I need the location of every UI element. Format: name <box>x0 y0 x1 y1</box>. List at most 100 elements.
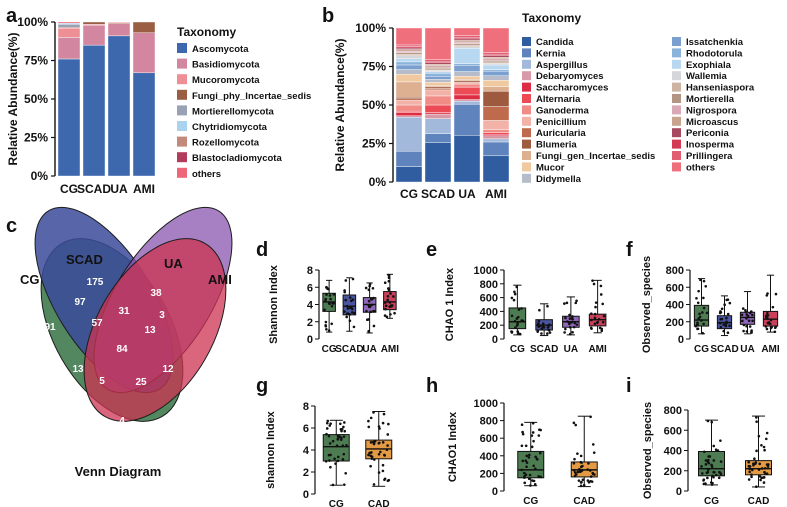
y-tick-label-f: 200 <box>666 317 684 329</box>
data-point-d <box>388 301 392 304</box>
y-tick-label-i: 200 <box>664 466 682 478</box>
data-point-i <box>702 450 706 454</box>
bar-segment-b-CG <box>395 47 423 50</box>
data-point-d <box>351 311 354 314</box>
data-point-d <box>325 285 328 289</box>
data-point-h <box>521 432 525 436</box>
data-point-f <box>741 319 744 323</box>
data-point-h <box>580 480 583 484</box>
data-point-f <box>745 330 749 333</box>
data-point-d <box>367 329 370 333</box>
legend-label-a: Rozellomycota <box>192 138 260 149</box>
x-tick-label-i: CG <box>704 496 719 507</box>
bar-segment-b-CG <box>395 64 423 70</box>
data-point-d <box>344 298 347 302</box>
data-point-e <box>571 330 574 334</box>
data-point-h <box>579 465 583 469</box>
data-point-e <box>575 299 578 303</box>
bar-segment-a-CG <box>57 58 81 177</box>
data-point-g <box>383 454 387 457</box>
data-point-e <box>594 305 597 309</box>
data-point-f <box>747 319 751 323</box>
data-point-d <box>324 320 328 324</box>
legend-label-b: Kernia <box>536 48 566 59</box>
data-point-g <box>377 471 381 474</box>
data-point-e <box>568 313 571 317</box>
panel-label-d: d <box>256 239 268 261</box>
data-point-e <box>537 322 540 325</box>
data-point-g <box>340 429 343 433</box>
data-point-e <box>590 318 593 322</box>
data-point-i <box>766 465 770 468</box>
data-point-i <box>719 472 723 476</box>
data-point-e <box>546 326 550 329</box>
bar-segment-b-AMI <box>482 120 510 130</box>
box-f-CG <box>693 304 710 327</box>
data-point-g <box>372 458 376 461</box>
data-point-g <box>329 465 332 469</box>
data-point-f <box>726 312 730 316</box>
data-point-f <box>698 312 701 316</box>
data-point-f <box>701 311 704 314</box>
data-point-g <box>378 427 381 430</box>
y-tick-label-e: 800 <box>480 279 498 291</box>
data-point-e <box>593 312 597 316</box>
data-point-f <box>697 317 700 320</box>
box-h-CG <box>517 450 545 479</box>
data-point-i <box>710 483 714 486</box>
data-point-g <box>372 483 376 486</box>
data-point-g <box>345 444 348 447</box>
data-point-f <box>745 324 748 328</box>
data-point-g <box>383 478 386 482</box>
data-point-h <box>523 481 527 485</box>
bar-segment-b-UA <box>453 48 481 64</box>
data-point-h <box>538 428 541 432</box>
bar-segment-b-AMI <box>482 90 510 107</box>
data-point-g <box>386 444 389 447</box>
data-point-h <box>539 475 543 479</box>
data-point-d <box>383 281 387 284</box>
data-point-i <box>702 479 705 482</box>
data-point-h <box>525 454 529 458</box>
y-axis-label-e: CHAO 1 Index <box>444 267 456 341</box>
data-point-e <box>597 317 601 321</box>
data-point-d <box>386 298 389 302</box>
data-point-i <box>700 465 703 468</box>
data-point-f <box>771 305 775 309</box>
data-point-e <box>540 327 544 330</box>
data-point-f <box>702 279 706 283</box>
data-point-i <box>759 478 762 482</box>
legend-label-b: Exophiala <box>686 60 732 71</box>
data-point-g <box>367 419 370 423</box>
y-tick-label-d: 0 <box>307 334 313 346</box>
legend-swatch-a <box>177 121 187 131</box>
data-point-d <box>365 309 368 313</box>
data-point-f <box>765 327 769 331</box>
x-tick-label-f: AMI <box>761 344 780 355</box>
y-tick-label-g: 6 <box>303 423 309 435</box>
panel-label-h: h <box>426 375 438 397</box>
y-axis-label-d: Shannon Index <box>268 264 280 344</box>
data-point-f <box>697 289 700 293</box>
bar-segment-b-AMI <box>482 86 510 92</box>
bar-segment-a-SCAD <box>82 24 106 46</box>
bar-segment-b-CG <box>395 44 423 47</box>
data-point-h <box>533 467 537 470</box>
data-point-g <box>369 416 373 420</box>
bar-segment-b-AMI <box>482 27 510 53</box>
legend-swatch-b <box>522 94 531 103</box>
data-point-d <box>368 284 371 288</box>
bar-segment-b-SCAD <box>424 79 452 83</box>
data-point-h <box>537 434 541 437</box>
data-point-e <box>599 284 603 288</box>
y-tick-label-f: 0 <box>678 334 684 346</box>
data-point-i <box>707 461 711 465</box>
y-tick-label-e: 0 <box>492 334 498 346</box>
data-point-h <box>576 470 580 474</box>
legend-swatch-b <box>522 71 531 81</box>
legend-label-a: Mucoromycota <box>192 75 260 86</box>
data-point-f <box>774 325 778 328</box>
data-point-d <box>367 305 371 309</box>
data-point-f <box>694 324 698 328</box>
